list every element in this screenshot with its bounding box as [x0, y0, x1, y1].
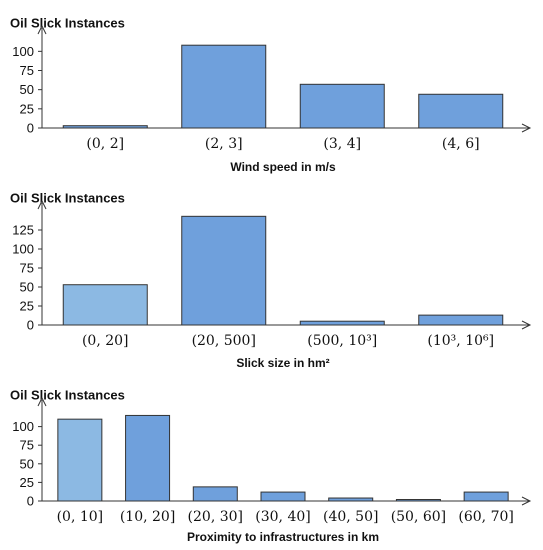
bar-1-1 [62, 125, 148, 129]
x-tick-label: (0, 20] [82, 333, 129, 349]
y-tick-label: 25 [20, 299, 34, 314]
x-tick-label: (3, 4] [323, 136, 361, 152]
y-axis-arrow-1 [37, 24, 47, 35]
x-tick-label: (2, 3] [205, 136, 243, 152]
bar-3-3 [192, 486, 238, 502]
x-tick-label: (50, 60] [391, 509, 446, 525]
y-axis-arrow-3 [37, 396, 47, 407]
bar-1-4 [418, 93, 504, 129]
bar-2-3 [299, 320, 385, 326]
y-tick-label: 50 [20, 456, 34, 471]
y-tick-label: 0 [27, 318, 34, 333]
bar-2-2 [181, 215, 267, 326]
x-tick-label: (40, 50] [323, 509, 378, 525]
bar-3-1 [57, 418, 103, 502]
bar-3-7 [463, 491, 509, 502]
y-tick-label: 75 [20, 438, 34, 453]
x-tick-label: (10³, 10⁶] [427, 333, 494, 349]
x-axis-label-1: Wind speed in m/s [230, 160, 336, 174]
y-axis-arrow-2 [37, 199, 47, 210]
x-tick-label: (0, 10] [57, 509, 104, 525]
y-tick-label: 50 [20, 280, 34, 295]
x-tick-label: (20, 30] [188, 509, 243, 525]
bar-2-4 [418, 314, 504, 326]
chart-title-2: Oil Slick Instances [10, 191, 125, 206]
y-tick-label: 0 [27, 121, 34, 136]
bar-3-2 [125, 414, 171, 502]
x-tick-label: (4, 6] [442, 136, 480, 152]
y-tick-label: 125 [12, 223, 34, 238]
y-tick-label: 75 [20, 261, 34, 276]
bar-3-5 [328, 497, 374, 502]
bar-3-6 [395, 499, 441, 502]
bar-2-1 [62, 284, 148, 326]
bar-1-3 [299, 83, 385, 129]
y-tick-label: 50 [20, 82, 34, 97]
x-tick-label: (60, 70] [458, 509, 513, 525]
chart-title-3: Oil Slick Instances [10, 388, 125, 403]
y-tick-label: 100 [12, 242, 34, 257]
y-tick-label: 25 [20, 475, 34, 490]
y-tick-label: 0 [27, 494, 34, 509]
y-tick-label: 100 [12, 419, 34, 434]
x-axis-arrow-2 [521, 320, 532, 330]
x-tick-label: (30, 40] [255, 509, 310, 525]
bar-3-4 [260, 491, 306, 502]
y-tick-label: 75 [20, 63, 34, 78]
x-axis-arrow-3 [521, 496, 532, 506]
chart-title-1: Oil Slick Instances [10, 16, 125, 31]
x-tick-label: (10, 20] [120, 509, 175, 525]
y-tick-label: 100 [12, 44, 34, 59]
y-tick-label: 25 [20, 101, 34, 116]
x-tick-label: (500, 10³] [307, 333, 377, 349]
x-axis-label-2: Slick size in hm² [236, 356, 329, 370]
x-tick-label: (20, 500] [192, 333, 256, 349]
bar-1-2 [181, 44, 267, 129]
x-tick-label: (0, 2] [86, 136, 124, 152]
x-axis-arrow-1 [521, 123, 532, 133]
x-axis-label-3: Proximity to infrastructures in km [187, 530, 379, 544]
